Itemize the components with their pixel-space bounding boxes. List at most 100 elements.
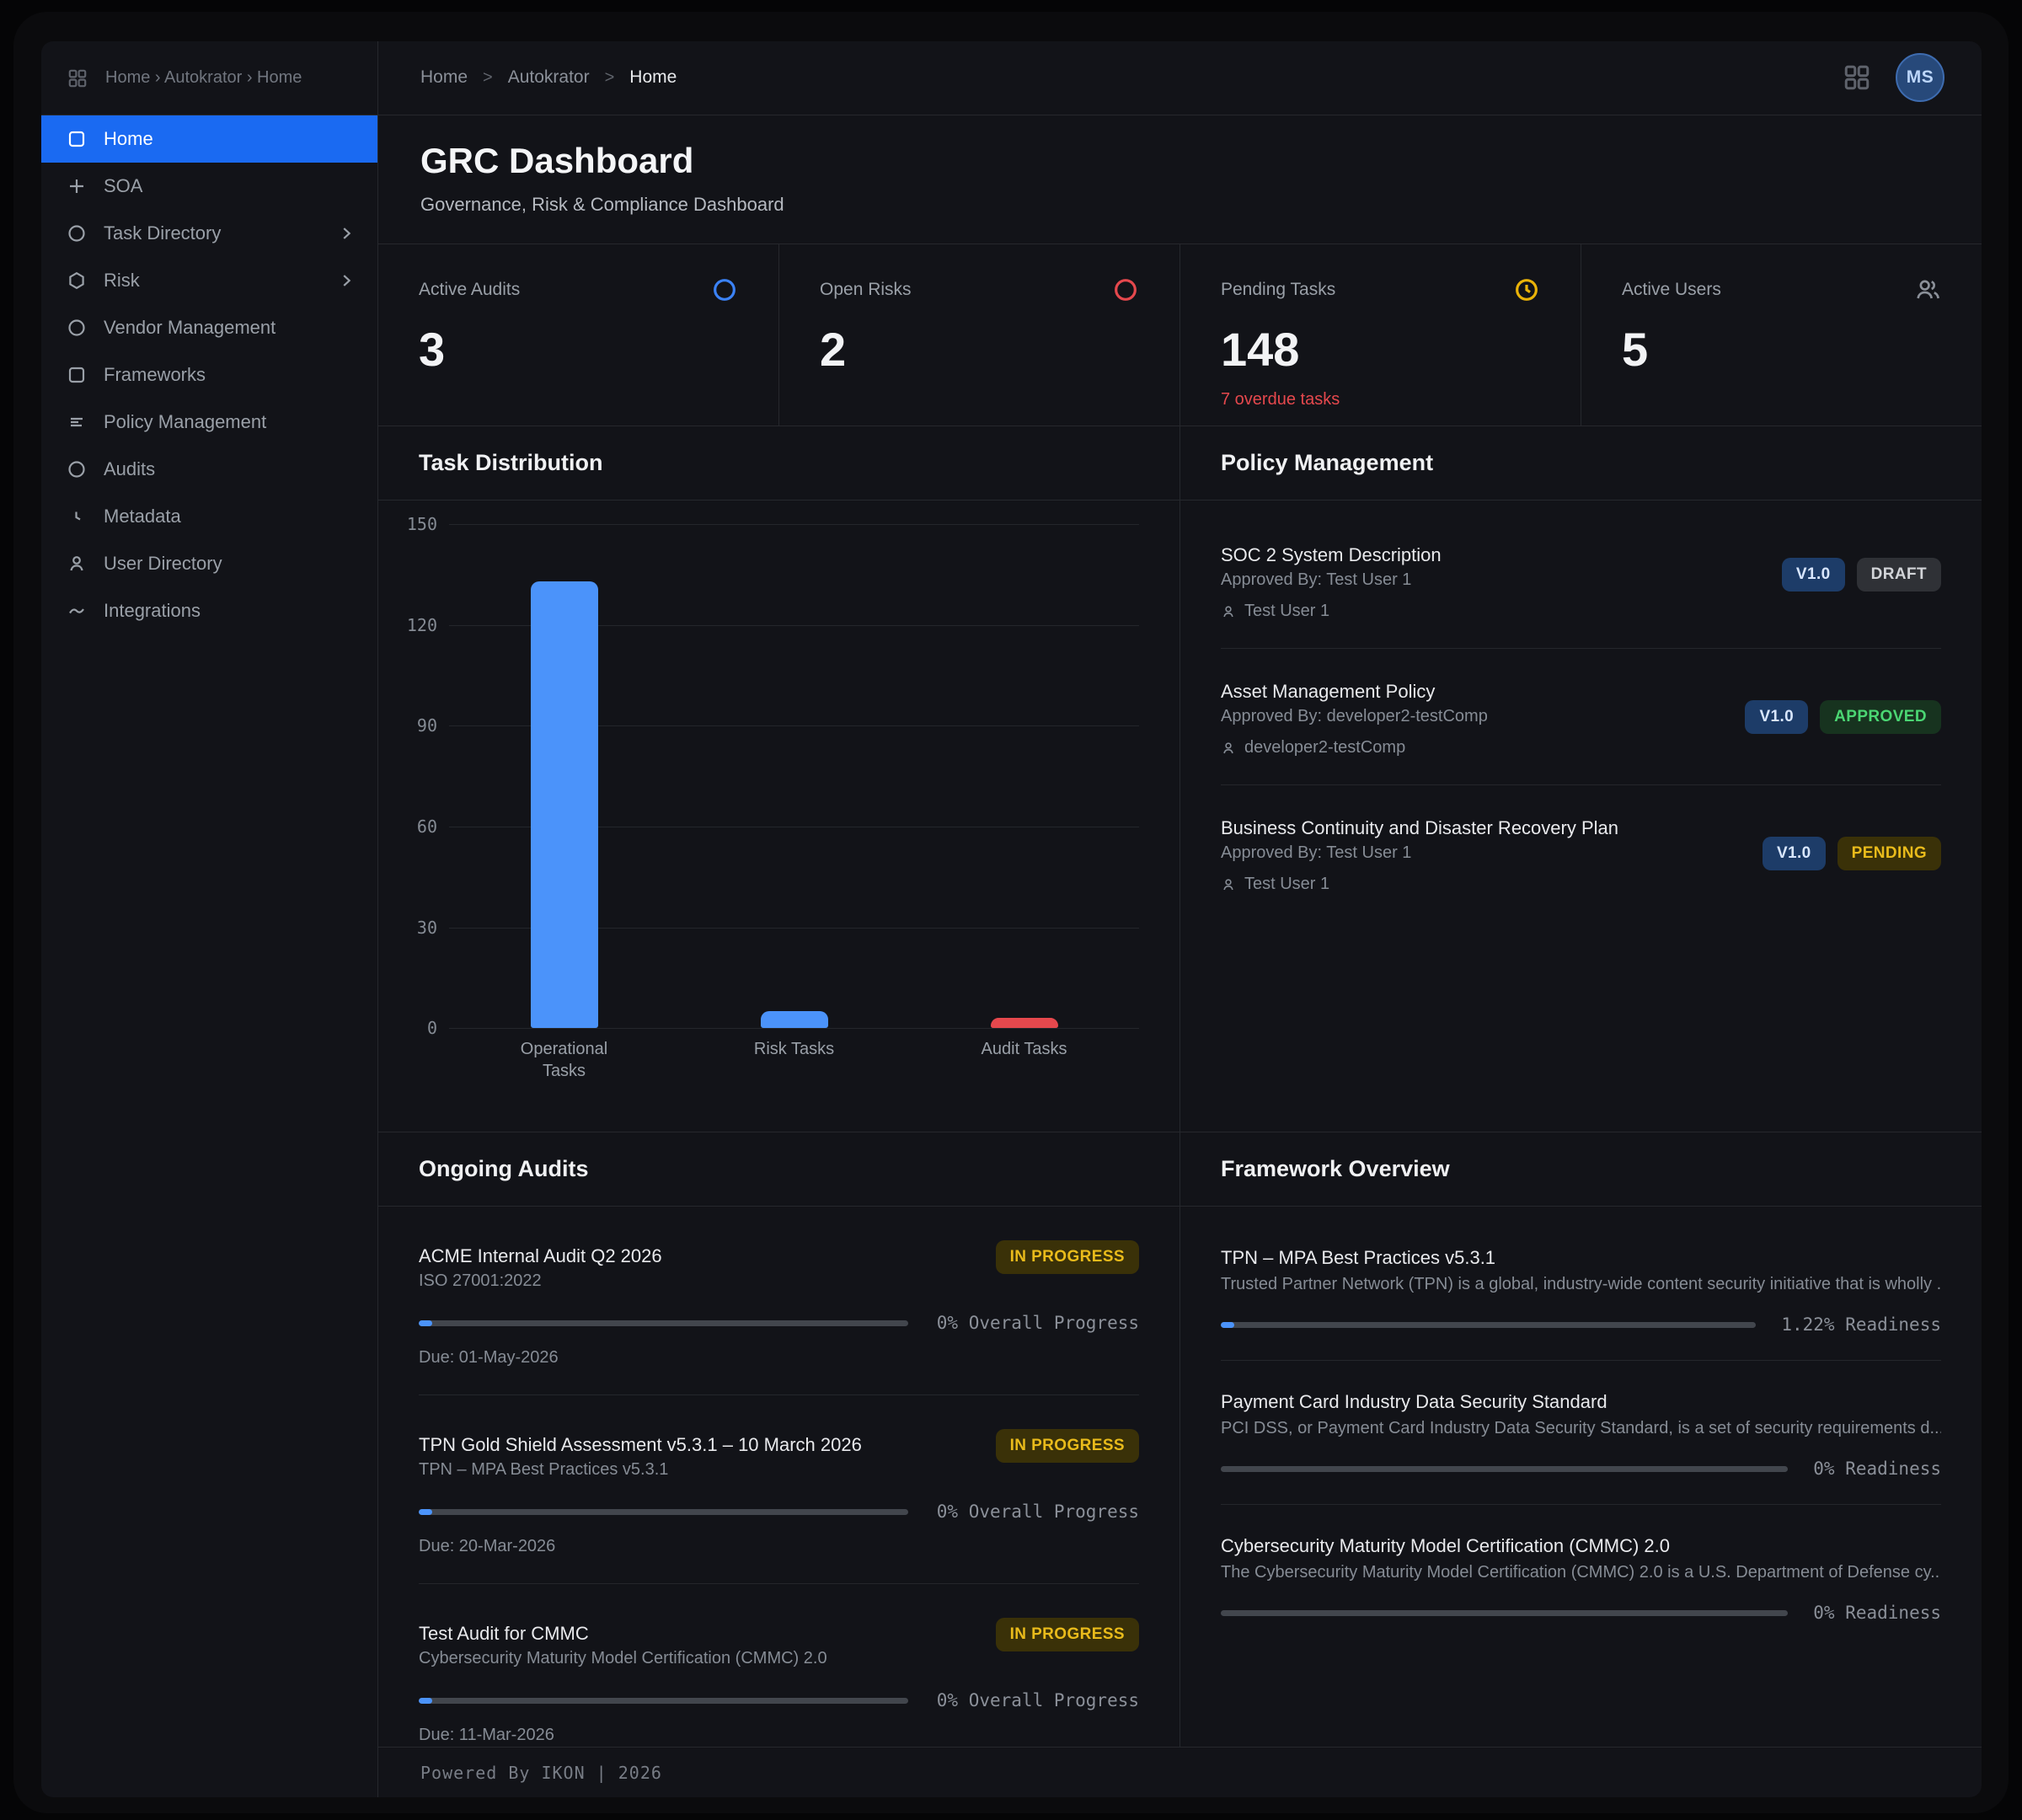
avatar[interactable]: MS [1896,53,1944,103]
readiness-label: 0% Readiness [1813,1603,1941,1624]
framework-title: Cybersecurity Maturity Model Certificati… [1221,1535,1671,1557]
app-window: Home › Autokrator › Home Home SOA Task D… [41,41,1982,1797]
progress-fill [419,1508,432,1515]
stat-value: 2 [820,323,847,377]
bar-risk-tasks[interactable] [760,1011,828,1029]
sidebar-item-label: SOA [104,175,143,196]
bar-operational-tasks[interactable] [530,581,598,1029]
apps-grid-icon [1844,66,1870,90]
progress-bar [419,1697,908,1704]
audit-due-date: Due: 11-Mar-2026 [419,1726,554,1745]
users-icon [1917,280,1939,299]
policy-title: Asset Management Policy [1221,681,1436,703]
status-badge: APPROVED [1820,699,1941,734]
sidebar-item-policy-management[interactable]: Policy Management [41,399,377,446]
sidebar: Home › Autokrator › Home Home SOA Task D… [41,41,378,1797]
policy-row[interactable]: SOC 2 System Description Approved By: Te… [1221,500,1941,650]
framework-row[interactable]: Cybersecurity Maturity Model Certificati… [1221,1505,1941,1648]
audit-title: TPN Gold Shield Assessment v5.3.1 – 10 M… [419,1434,862,1456]
sidebar-breadcrumb: Home › Autokrator › Home [105,68,302,87]
clock-icon [75,511,81,521]
audit-list: ACME Internal Audit Q2 2026 ISO 27001:20… [378,1207,1180,1772]
sidebar-item-integrations[interactable]: Integrations [41,587,377,634]
progress-fill [419,1320,432,1326]
sidebar-header: Home › Autokrator › Home [41,41,377,115]
status-badge: IN PROGRESS [995,1240,1139,1275]
y-tick: 120 [406,614,437,635]
readiness-bar [1221,1465,1789,1472]
sidebar-item-task-directory[interactable]: Task Directory [41,210,377,257]
policy-owner: Test User 1 [1244,875,1330,894]
status-badge: IN PROGRESS [995,1429,1139,1464]
clock-yellow-icon [1516,279,1538,302]
breadcrumb-separator: > [604,67,615,87]
section-title-policy-management: Policy Management [1180,426,1982,501]
progress-bar [419,1508,908,1515]
stat-active-audits: Active Audits 3 [378,244,778,426]
policy-row[interactable]: Business Continuity and Disaster Recover… [1221,785,1941,921]
progress-label: 0% Overall Progress [936,1313,1139,1334]
sidebar-item-label: Audits [104,458,156,479]
circle-icon [68,319,85,336]
progress-fill [419,1697,432,1704]
readiness-bar [1221,1321,1757,1328]
x-label-audit: Audit Tasks [981,1040,1067,1059]
policy-list: SOC 2 System Description Approved By: Te… [1180,500,1982,921]
progress-label: 0% Overall Progress [936,1502,1139,1523]
framework-list: TPN – MPA Best Practices v5.3.1 Trusted … [1180,1207,1982,1648]
section-title-framework-overview: Framework Overview [1180,1132,1982,1207]
readiness-label: 1.22% Readiness [1781,1314,1941,1336]
breadcrumb-home[interactable]: Home [420,67,468,88]
sidebar-item-vendor-management[interactable]: Vendor Management [41,304,377,351]
sidebar-item-label: Risk [104,270,140,291]
sidebar-item-label: Policy Management [104,411,267,432]
sidebar-item-frameworks[interactable]: Frameworks [41,351,377,399]
policy-approved-by: Approved By: Test User 1 [1221,843,1412,863]
circle-icon [68,461,85,478]
sidebar-item-audits[interactable]: Audits [41,446,377,493]
audit-row[interactable]: ACME Internal Audit Q2 2026 ISO 27001:20… [419,1207,1139,1396]
breadcrumb: Home > Autokrator > Home [420,67,677,88]
sidebar-item-risk[interactable]: Risk [41,257,377,304]
framework-row[interactable]: TPN – MPA Best Practices v5.3.1 Trusted … [1221,1207,1941,1362]
policy-approved-by: Approved By: Test User 1 [1221,570,1412,590]
content-row-1: Task Distribution 150 120 90 60 30 0 [378,426,1982,1133]
version-badge: V1.0 [1781,557,1845,592]
circle-blue-icon [714,279,736,302]
stat-value: 148 [1221,323,1300,377]
sidebar-item-label: Task Directory [104,222,222,244]
section-title-ongoing-audits: Ongoing Audits [378,1132,1180,1207]
audit-title: Test Audit for CMMC [419,1623,589,1645]
audit-title: ACME Internal Audit Q2 2026 [419,1245,662,1267]
overdue-note: 7 overdue tasks [1221,390,1340,410]
main-area: Home > Autokrator > Home MS [378,41,1982,1797]
stat-label: Active Audits [419,280,521,300]
sidebar-item-label: Integrations [104,600,201,621]
audit-row[interactable]: TPN Gold Shield Assessment v5.3.1 – 10 M… [419,1395,1139,1585]
stat-active-users: Active Users 5 [1581,244,1982,426]
sidebar-item-soa[interactable]: SOA [41,163,377,210]
policy-title: Business Continuity and Disaster Recover… [1221,817,1619,839]
policy-row[interactable]: Asset Management Policy Approved By: dev… [1221,649,1941,786]
sidebar-item-label: Vendor Management [104,317,276,338]
breadcrumb-autokrator[interactable]: Autokrator [507,67,590,88]
sidebar-item-label: Home [104,128,153,149]
wave-icon [69,608,84,614]
stat-value: 5 [1622,323,1649,377]
audit-due-date: Due: 20-Mar-2026 [419,1537,556,1556]
apps-grid-icon[interactable] [67,67,88,89]
sidebar-item-user-directory[interactable]: User Directory [41,540,377,587]
circle-red-icon [1115,279,1137,302]
audit-row[interactable]: Test Audit for CMMC Cybersecurity Maturi… [419,1584,1139,1772]
sidebar-item-home[interactable]: Home [41,115,377,163]
sidebar-item-metadata[interactable]: Metadata [41,493,377,540]
square-icon [68,131,85,147]
user-icon [1223,879,1233,890]
square-icon [68,367,85,383]
bar-audit-tasks[interactable] [990,1018,1058,1029]
apps-grid-button[interactable] [1842,62,1872,93]
readiness-fill [1221,1321,1234,1328]
y-tick: 90 [416,715,437,736]
framework-row[interactable]: Payment Card Industry Data Security Stan… [1221,1361,1941,1506]
